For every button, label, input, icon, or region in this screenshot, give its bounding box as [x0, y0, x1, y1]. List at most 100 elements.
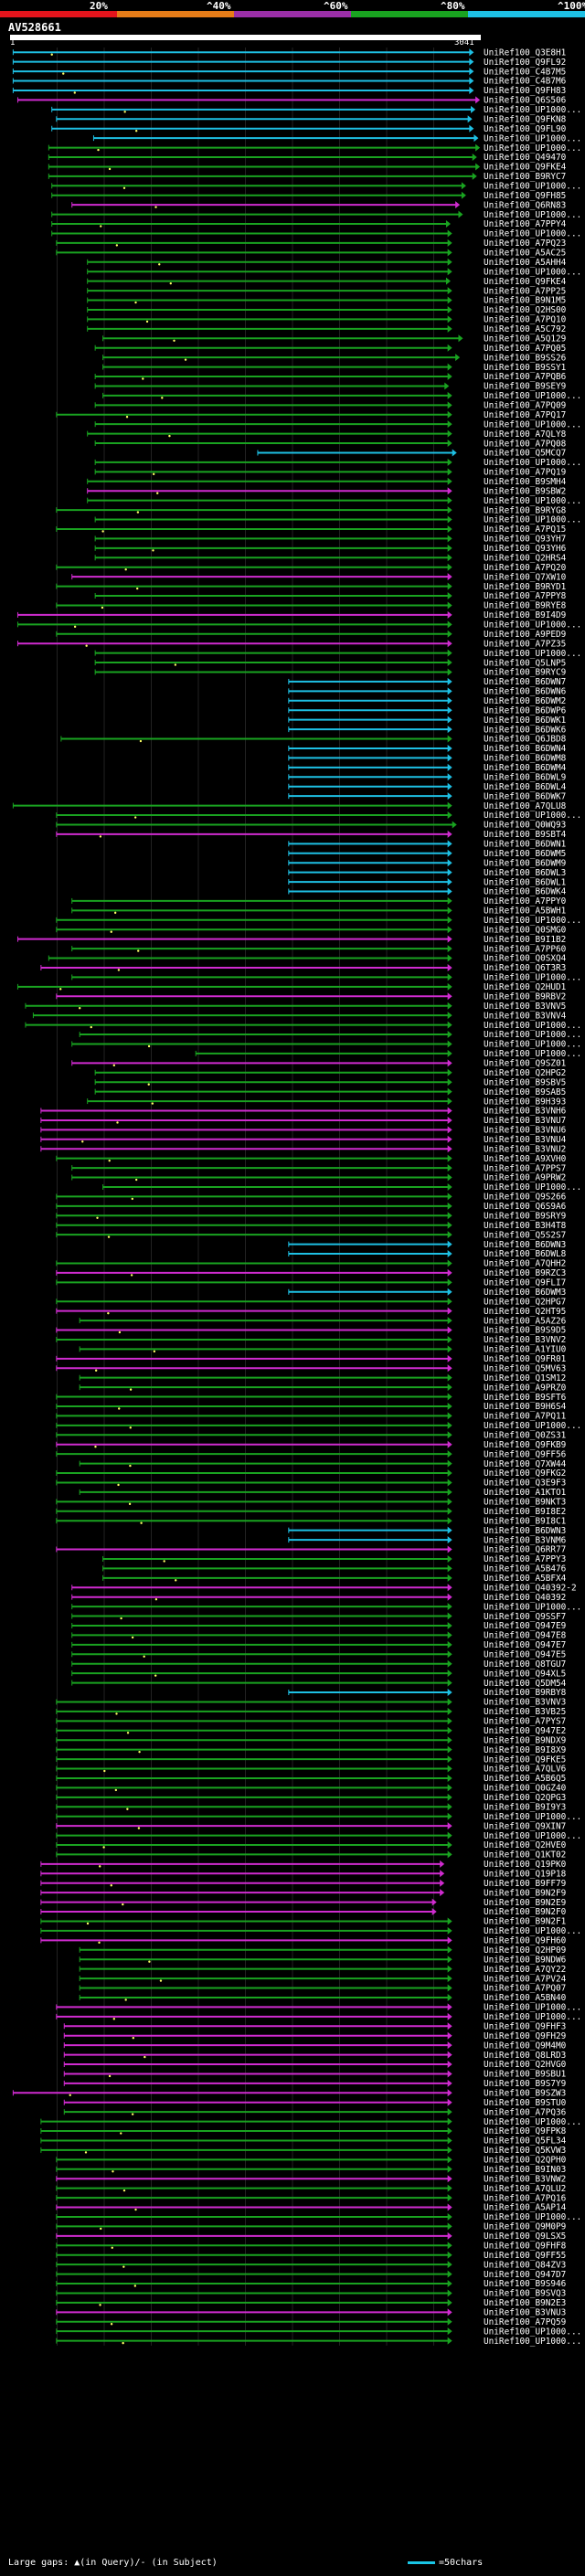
hit-label[interactable]: UniRef100_Q0WQ93: [484, 821, 566, 831]
hit-row[interactable]: UniRef100_Q5MV63: [56, 1363, 567, 1373]
hit-label[interactable]: UniRef100_B6DWL9: [484, 772, 567, 782]
hit-row[interactable]: UniRef100_B3VB25: [56, 1707, 567, 1717]
hit-label[interactable]: UniRef100_B9RYD1: [484, 582, 567, 592]
hit-label[interactable]: UniRef100_Q2HS00: [484, 305, 567, 315]
hit-label[interactable]: UniRef100_Q40392-2: [484, 1583, 577, 1593]
hit-row[interactable]: UniRef100_B9I8X9: [56, 1745, 567, 1755]
hit-label[interactable]: UniRef100_UP1000...: [484, 2003, 581, 2013]
hit-row[interactable]: UniRef100_A5B476: [102, 1564, 567, 1574]
hit-row[interactable]: UniRef100_A5AP14: [56, 2203, 567, 2213]
hit-row[interactable]: UniRef100_B6DWK6: [288, 725, 567, 735]
hit-row[interactable]: UniRef100_A5AHH4: [87, 258, 567, 268]
hit-label[interactable]: UniRef100_Q2HRS4: [484, 553, 567, 563]
hit-row[interactable]: UniRef100_A7PP25: [87, 286, 567, 296]
hit-label[interactable]: UniRef100_UP1000...: [484, 1421, 581, 1431]
hit-label[interactable]: UniRef100_B9STU0: [484, 2098, 567, 2108]
hit-row[interactable]: UniRef100_A1KTO1: [79, 1488, 567, 1498]
hit-row[interactable]: UniRef100_B6DWN3: [288, 1526, 566, 1536]
hit-label[interactable]: UniRef100_Q2HP09: [484, 1945, 567, 1956]
hit-row[interactable]: UniRef100_UP1000...: [16, 620, 581, 631]
hit-label[interactable]: UniRef100_B6DWL8: [484, 1249, 567, 1259]
hit-row[interactable]: UniRef100_Q2HP09: [79, 1945, 567, 1956]
hit-row[interactable]: UniRef100_B6DWL3: [288, 868, 566, 878]
hit-label[interactable]: UniRef100_Q5FL34: [484, 2136, 567, 2147]
hit-label[interactable]: UniRef100_Q9FPK8: [484, 2126, 567, 2136]
hit-row[interactable]: UniRef100_UP1000...: [87, 267, 582, 277]
hit-label[interactable]: UniRef100_Q84ZV3: [484, 2260, 566, 2270]
hit-row[interactable]: UniRef100_A7QLY8: [87, 429, 567, 440]
hit-label[interactable]: UniRef100_A7PYS7: [484, 1717, 566, 1727]
hit-row[interactable]: UniRef100_Q5DM54: [71, 1679, 567, 1689]
hit-row[interactable]: UniRef100_A7QLU8: [12, 801, 567, 811]
hit-row[interactable]: UniRef100_A1YIU0: [79, 1345, 567, 1355]
hit-label[interactable]: UniRef100_Q5KVW3: [484, 2146, 566, 2156]
hit-label[interactable]: UniRef100_Q9M4M0: [484, 2041, 567, 2051]
hit-row[interactable]: UniRef100_A7PQ23: [56, 239, 567, 249]
hit-row[interactable]: UniRef100_Q1SM12: [79, 1373, 566, 1383]
hit-label[interactable]: UniRef100_Q5LNP5: [484, 658, 566, 668]
hit-row[interactable]: UniRef100_A5C792: [87, 324, 567, 334]
hit-label[interactable]: UniRef100_B6DWL3: [484, 868, 566, 878]
hit-row[interactable]: UniRef100_A7QLU2: [56, 2184, 567, 2194]
hit-row[interactable]: UniRef100_B9FF79: [40, 1879, 567, 1889]
hit-row[interactable]: UniRef100_UP1000...: [40, 1926, 581, 1936]
hit-label[interactable]: UniRef100_UP1000...: [484, 620, 581, 631]
hit-row[interactable]: UniRef100_UP1000...: [94, 649, 581, 659]
hit-label[interactable]: UniRef100_UP1000...: [484, 1831, 581, 1841]
hit-row[interactable]: UniRef100_B9RBY8: [288, 1688, 567, 1698]
hit-label[interactable]: UniRef100_Q9FR01: [484, 1354, 567, 1364]
hit-label[interactable]: UniRef100_B3VNM6: [484, 1535, 567, 1545]
hit-row[interactable]: UniRef100_A5BFX4: [102, 1574, 567, 1584]
hit-label[interactable]: UniRef100_Q9FKE4: [484, 163, 567, 173]
hit-label[interactable]: UniRef100_B6DWK6: [484, 725, 567, 735]
hit-label[interactable]: UniRef100_Q0ZS31: [484, 1430, 567, 1440]
hit-label[interactable]: UniRef100_UP1000...: [484, 2012, 581, 2022]
hit-row[interactable]: UniRef100_B9S9D5: [56, 1326, 567, 1336]
hit-row[interactable]: UniRef100_Q9FKB9: [56, 1440, 567, 1450]
hit-label[interactable]: UniRef100_UP1000...: [484, 649, 581, 659]
hit-row[interactable]: UniRef100_UP1000...: [79, 1030, 581, 1040]
hit-row[interactable]: UniRef100_Q84ZV3: [56, 2260, 567, 2270]
hit-label[interactable]: UniRef100_B9SAB5: [484, 1087, 566, 1097]
hit-label[interactable]: UniRef100_UP1000...: [484, 391, 581, 401]
hit-row[interactable]: UniRef100_B9SMH4: [87, 477, 567, 487]
hit-label[interactable]: UniRef100_A5AC25: [484, 249, 566, 259]
hit-row[interactable]: UniRef100_B6DWN1: [288, 840, 567, 850]
hit-row[interactable]: UniRef100_B6DWM2: [288, 696, 566, 706]
hit-label[interactable]: UniRef100_B3VNV2: [484, 1335, 566, 1345]
hit-row[interactable]: UniRef100_Q947E8: [71, 1631, 567, 1641]
hit-label[interactable]: UniRef100_Q2HPG2: [484, 1068, 566, 1078]
hit-row[interactable]: UniRef100_UP1000...: [25, 1021, 581, 1031]
hit-label[interactable]: UniRef100_UP1000...: [484, 1182, 581, 1193]
hit-row[interactable]: UniRef100_A9XVH0: [56, 1154, 567, 1164]
hit-row[interactable]: UniRef100_B6DWL9: [288, 772, 567, 782]
hit-label[interactable]: UniRef100_Q2HVE0: [484, 1840, 567, 1850]
hit-row[interactable]: UniRef100_Q6S9A6: [56, 1202, 567, 1212]
hit-row[interactable]: UniRef100_B6DWK7: [288, 791, 566, 801]
hit-label[interactable]: UniRef100_Q9FKB9: [484, 1440, 567, 1450]
hit-row[interactable]: UniRef100_A7PV24: [79, 1974, 567, 1984]
hit-label[interactable]: UniRef100_Q0SMG0: [484, 925, 567, 935]
hit-label[interactable]: UniRef100_B3VNU6: [484, 1126, 567, 1136]
hit-label[interactable]: UniRef100_A7PQ23: [484, 239, 566, 249]
hit-label[interactable]: UniRef100_Q9FKN8: [484, 114, 567, 124]
hit-row[interactable]: UniRef100_B9N2F9: [40, 1888, 567, 1898]
hit-label[interactable]: UniRef100_Q6RR77: [484, 1545, 566, 1555]
hit-label[interactable]: UniRef100_B6DWM9: [484, 858, 567, 868]
hit-label[interactable]: UniRef100_Q1KT02: [484, 1850, 566, 1860]
hit-label[interactable]: UniRef100_B6DWK4: [484, 887, 567, 897]
hit-label[interactable]: UniRef100_A1YIU0: [484, 1345, 567, 1355]
hit-label[interactable]: UniRef100_A7QHH2: [484, 1259, 566, 1269]
hit-label[interactable]: UniRef100_UP1000...: [484, 1040, 581, 1050]
hit-row[interactable]: UniRef100_Q2HT95: [56, 1307, 567, 1317]
hit-row[interactable]: UniRef100_Q0ZS31: [56, 1430, 567, 1440]
hit-row[interactable]: UniRef100_B6DWM3: [288, 1288, 566, 1298]
hit-row[interactable]: UniRef100_B9H6S4: [56, 1402, 567, 1412]
hit-row[interactable]: UniRef100_Q9FHF8: [56, 2241, 567, 2251]
hit-row[interactable]: UniRef100_B9SS26: [102, 353, 567, 363]
hit-row[interactable]: UniRef100_B3H4T8: [56, 1221, 567, 1231]
hit-row[interactable]: UniRef100_A7PQ11: [56, 1412, 567, 1422]
hit-label[interactable]: UniRef100_Q9FH29: [484, 2031, 567, 2041]
hit-row[interactable]: UniRef100_A5BWH1: [71, 906, 567, 917]
hit-row[interactable]: UniRef100_Q1KT02: [56, 1850, 567, 1860]
